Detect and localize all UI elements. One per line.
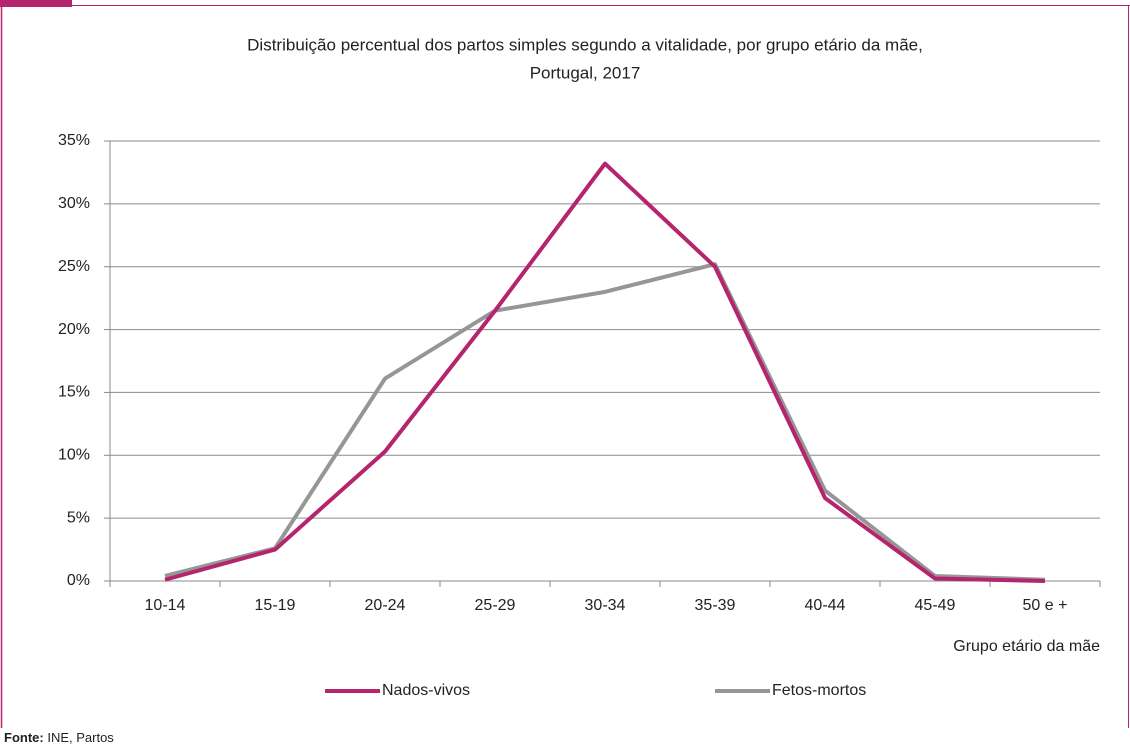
legend-label: Fetos-mortos — [772, 682, 866, 699]
y-tick-label: 30% — [58, 195, 90, 212]
source-text: INE, Partos — [47, 730, 114, 745]
y-tick-label: 25% — [58, 258, 90, 275]
x-tick-label: 25-29 — [475, 597, 516, 614]
x-tick-label: 50 e + — [1023, 597, 1068, 614]
legend-label: Nados-vivos — [382, 682, 470, 699]
y-tick-label: 35% — [58, 132, 90, 149]
series-line — [164, 161, 1046, 583]
series-line — [164, 262, 1046, 582]
x-axis-label: Grupo etário da mãe — [953, 638, 1100, 655]
corner-tab — [0, 0, 72, 7]
source-label: Fonte: — [4, 730, 44, 745]
x-tick-label: 20-24 — [365, 597, 406, 614]
x-tick-label: 40-44 — [805, 597, 846, 614]
x-tick-label: 10-14 — [145, 597, 186, 614]
x-tick-label: 35-39 — [695, 597, 736, 614]
source: Fonte: INE, Partos — [4, 730, 114, 745]
x-tick-label: 45-49 — [915, 597, 956, 614]
chart-title: Distribuição percentual dos partos simpl… — [247, 35, 923, 54]
y-tick-label: 5% — [67, 509, 90, 526]
y-tick-label: 10% — [58, 447, 90, 464]
x-tick-label: 15-19 — [255, 597, 296, 614]
chart-title: Portugal, 2017 — [530, 63, 641, 82]
x-tick-label: 30-34 — [585, 597, 626, 614]
y-tick-label: 0% — [67, 572, 90, 589]
y-tick-label: 15% — [58, 384, 90, 401]
y-tick-label: 20% — [58, 321, 90, 338]
